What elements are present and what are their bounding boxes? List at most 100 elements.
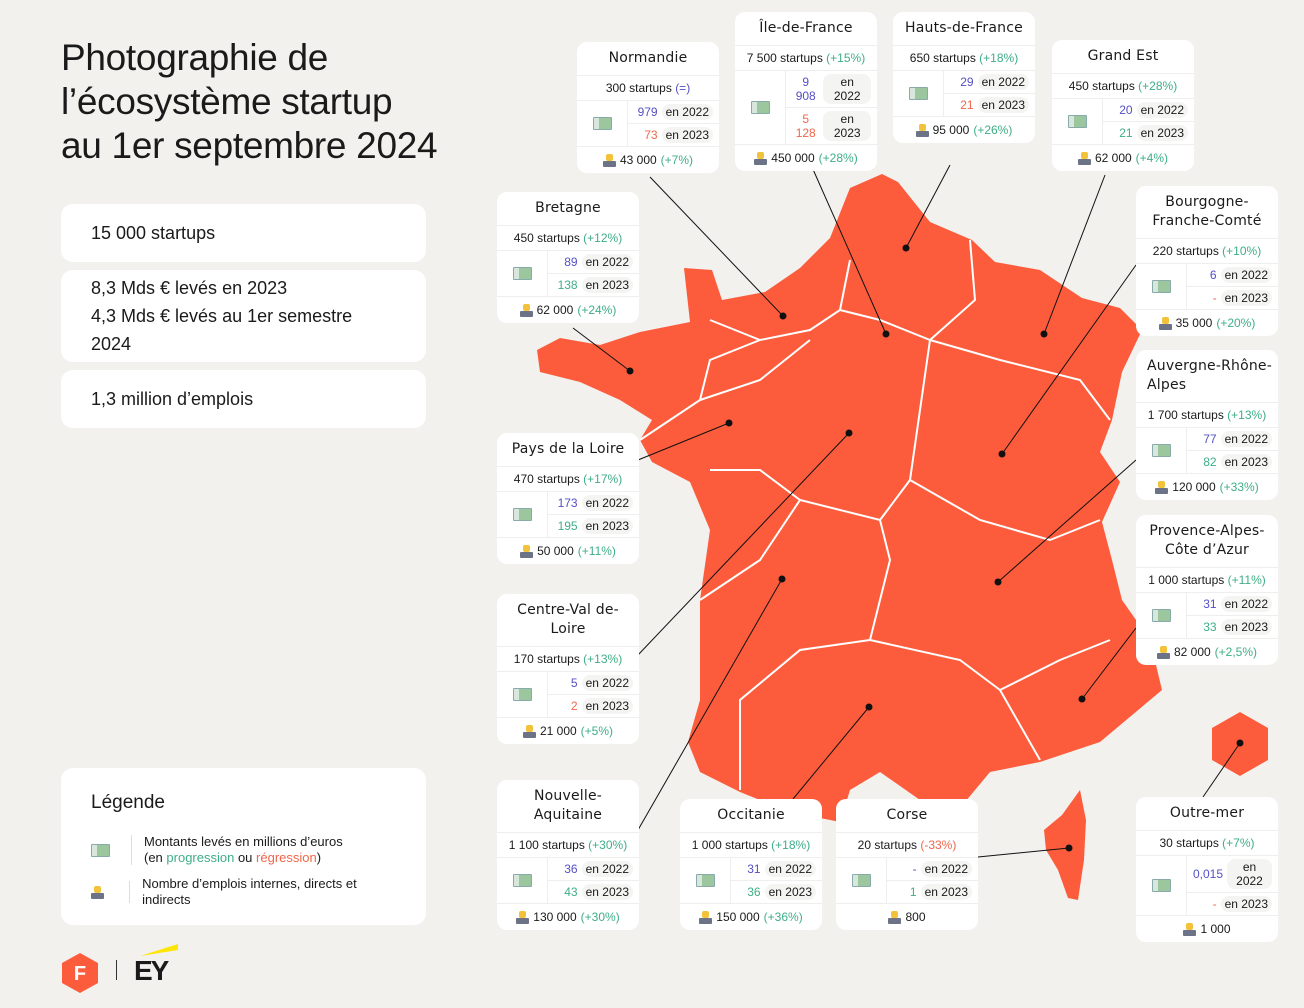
legend-money: Montants levés en millions d’euros (en p…	[91, 834, 396, 866]
startups-count: 20 startups (-33%)	[836, 833, 978, 858]
funding: 36 en 2022 43 en 2023	[497, 858, 639, 904]
year-label: en 2023	[977, 97, 1029, 113]
logo-divider	[116, 960, 117, 980]
startups-text: 1 700 startups	[1147, 408, 1228, 422]
jobs-change: (+36%)	[763, 910, 803, 924]
startups-count: 470 startups (+17%)	[497, 467, 639, 492]
jobs-value: 62 000	[536, 303, 574, 317]
startups-text: 450 startups	[1068, 79, 1139, 93]
worker-laptop-icon	[1155, 480, 1169, 494]
funding: - en 2022 1 en 2023	[836, 858, 978, 904]
year-label: en 2023	[1220, 619, 1272, 635]
funding-icon-cell	[893, 71, 944, 116]
region-name: Grand Est	[1052, 40, 1194, 74]
jobs-change: (+5%)	[580, 724, 614, 738]
startups-text: 170 startups	[513, 652, 584, 666]
region-marker-pays-de-la-loire	[725, 419, 733, 427]
money-bill-icon	[1151, 444, 1171, 457]
legend: Légende Montants levés en millions d’eur…	[61, 768, 426, 925]
jobs-change: (+26%)	[973, 123, 1013, 137]
year-label: en 2022	[1220, 596, 1272, 612]
funding-values: 77 en 2022 82 en 2023	[1187, 428, 1278, 473]
region-name: Auvergne-Rhône-Alpes	[1136, 350, 1278, 403]
region-card-normandie: Normandie 300 startups (=) 979 en 2022 73 en …	[577, 42, 719, 173]
funding: 5 en 2022 2 en 2023	[497, 672, 639, 718]
startups-count: 650 startups (+18%)	[893, 46, 1035, 71]
jobs-value: 1 000	[1200, 922, 1231, 936]
money-bill-icon	[695, 874, 715, 887]
startups-text: 20 startups	[857, 838, 921, 852]
funding-icon-cell	[497, 672, 548, 717]
startups-change: (+30%)	[588, 838, 628, 852]
year-label: en 2023	[823, 111, 871, 141]
year-label: en 2022	[977, 74, 1029, 90]
funding-2022: 5 en 2022	[548, 672, 639, 694]
leader-line-paca	[1081, 627, 1137, 700]
title-line: Photographie de	[61, 37, 329, 78]
funding-2022: 36 en 2022	[548, 858, 639, 880]
funding-2022: 89 en 2022	[548, 251, 639, 273]
startups-change: (+13%)	[583, 652, 623, 666]
region-name: Pays de la Loire	[497, 433, 639, 467]
year-label: en 2023	[581, 698, 633, 714]
funding-icon-cell	[680, 858, 731, 903]
jobs-change: (+7%)	[660, 153, 694, 167]
region-marker-normandie	[779, 312, 787, 320]
funding-2022: 77 en 2022	[1187, 428, 1278, 450]
jobs-value: 50 000	[537, 544, 574, 558]
leader-line-centre-val-de-loire	[637, 432, 850, 656]
funding-2023: - en 2023	[1187, 892, 1278, 915]
region-name: Occitanie	[680, 799, 822, 833]
region-name: Bretagne	[497, 192, 639, 226]
year-label: en 2023	[1220, 896, 1272, 912]
funding-2022: 29 en 2022	[944, 71, 1035, 93]
funding-2023: - en 2023	[1187, 286, 1278, 309]
startups-count: 1 100 startups (+30%)	[497, 833, 639, 858]
year-label: en 2022	[764, 861, 816, 877]
year-label: en 2022	[661, 104, 713, 120]
startups-change: (+17%)	[583, 472, 623, 486]
jobs-value: 800	[905, 910, 926, 924]
region-name: Hauts-de-France	[893, 12, 1035, 46]
funding-values: 173 en 2022 195 en 2023	[548, 492, 639, 537]
funding-values: 31 en 2022 36 en 2023	[731, 858, 822, 903]
startups-change: (+12%)	[583, 231, 623, 245]
startups-count: 1 700 startups (+13%)	[1136, 403, 1278, 428]
startups-text: 220 startups	[1152, 244, 1223, 258]
stat-jobs: 1,3 million d’emplois	[61, 370, 426, 428]
jobs-change: (+2,5%)	[1214, 645, 1258, 659]
region-card-pays-de-la-loire: Pays de la Loire 470 startups (+17%) 173 en…	[497, 433, 639, 564]
funding-2023: 138 en 2023	[548, 273, 639, 296]
legend-text: )	[316, 850, 322, 865]
money-bill-icon	[91, 843, 110, 857]
funding-2022-value: 31	[1203, 597, 1217, 611]
startups-change: (+18%)	[771, 838, 811, 852]
startups-change: (+28%)	[1138, 79, 1178, 93]
region-card-hauts-de-france: Hauts-de-France 650 startups (+18%) 29 en 2…	[893, 12, 1035, 143]
money-bill-icon	[512, 508, 532, 521]
jobs-change: (+33%)	[1219, 480, 1259, 494]
funding-icon-cell	[497, 251, 548, 296]
region-card-bretagne: Bretagne 450 startups (+12%) 89 en 2022 138 e…	[497, 192, 639, 323]
worker-laptop-icon	[699, 910, 713, 924]
region-card-centre-val-de-loire: Centre-Val de-Loire 170 startups (+13%) 5 e…	[497, 594, 639, 744]
jobs-change: (+20%)	[1216, 316, 1256, 330]
funding-icon-cell	[577, 101, 628, 146]
funding-2023: 5 128 en 2023	[786, 107, 877, 144]
funding-2022-value: 89	[564, 255, 578, 269]
funding-icon-cell	[1136, 428, 1187, 473]
page-title: Photographie de l’écosystème startup au …	[61, 36, 438, 168]
jobs-value: 120 000	[1172, 480, 1216, 494]
legend-money-text: Montants levés en millions d’euros	[144, 834, 343, 849]
funding-2023-value: 82	[1203, 455, 1217, 469]
jobs-value: 35 000	[1175, 316, 1213, 330]
region-marker-bourgogne-franche-comte	[998, 450, 1006, 458]
jobs-change: (+11%)	[577, 544, 616, 558]
year-label: en 2022	[581, 254, 633, 270]
region-marker-occitanie	[865, 703, 873, 711]
leader-line-occitanie	[792, 706, 870, 800]
jobs-change: (+4%)	[1135, 151, 1169, 165]
funding-2022-value: 5	[570, 676, 578, 690]
funding-2023-value: 21	[960, 98, 974, 112]
legend-progression: progression	[166, 850, 235, 865]
